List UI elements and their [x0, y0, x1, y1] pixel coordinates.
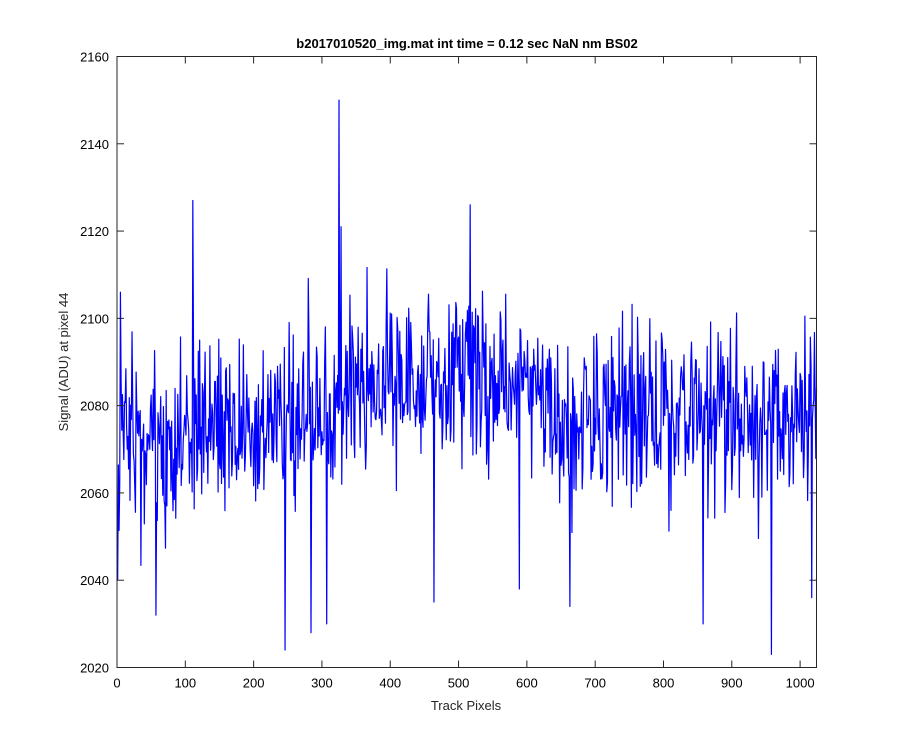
series-line [117, 99, 818, 656]
y-tick-label: 2140 [80, 137, 109, 152]
x-tick-label: 200 [243, 676, 265, 691]
y-tick-label: 2160 [80, 50, 109, 65]
y-tick-label: 2120 [80, 224, 109, 239]
x-tick-label: 100 [174, 676, 196, 691]
y-tick-label: 2100 [80, 311, 109, 326]
y-axis-label: Signal (ADU) at pixel 44 [56, 293, 71, 432]
y-tick-label: 2060 [80, 486, 109, 501]
x-tick-label: 600 [516, 676, 538, 691]
y-tick-label: 2080 [80, 399, 109, 414]
y-axis: 2020 2040 2060 2080 2100 2120 2140 2160 [80, 50, 817, 676]
x-tick-label: 900 [721, 676, 743, 691]
x-tick-label: 500 [448, 676, 470, 691]
series-line-group [117, 99, 818, 656]
plot-frame [116, 56, 817, 668]
y-tick-label: 2020 [80, 661, 109, 676]
y-tick-label: 2040 [80, 573, 109, 588]
x-axis: 0 100 200 300 400 500 600 700 800 900 1000 [113, 56, 815, 691]
x-tick-label: 700 [584, 676, 606, 691]
x-tick-label: 300 [311, 676, 333, 691]
x-tick-label: 400 [379, 676, 401, 691]
x-tick-label: 1000 [786, 676, 815, 691]
chart-title: b2017010520_img.mat int time = 0.12 sec … [296, 36, 637, 51]
x-tick-label: 0 [113, 676, 120, 691]
x-tick-label: 800 [653, 676, 675, 691]
x-axis-label: Track Pixels [431, 698, 502, 713]
